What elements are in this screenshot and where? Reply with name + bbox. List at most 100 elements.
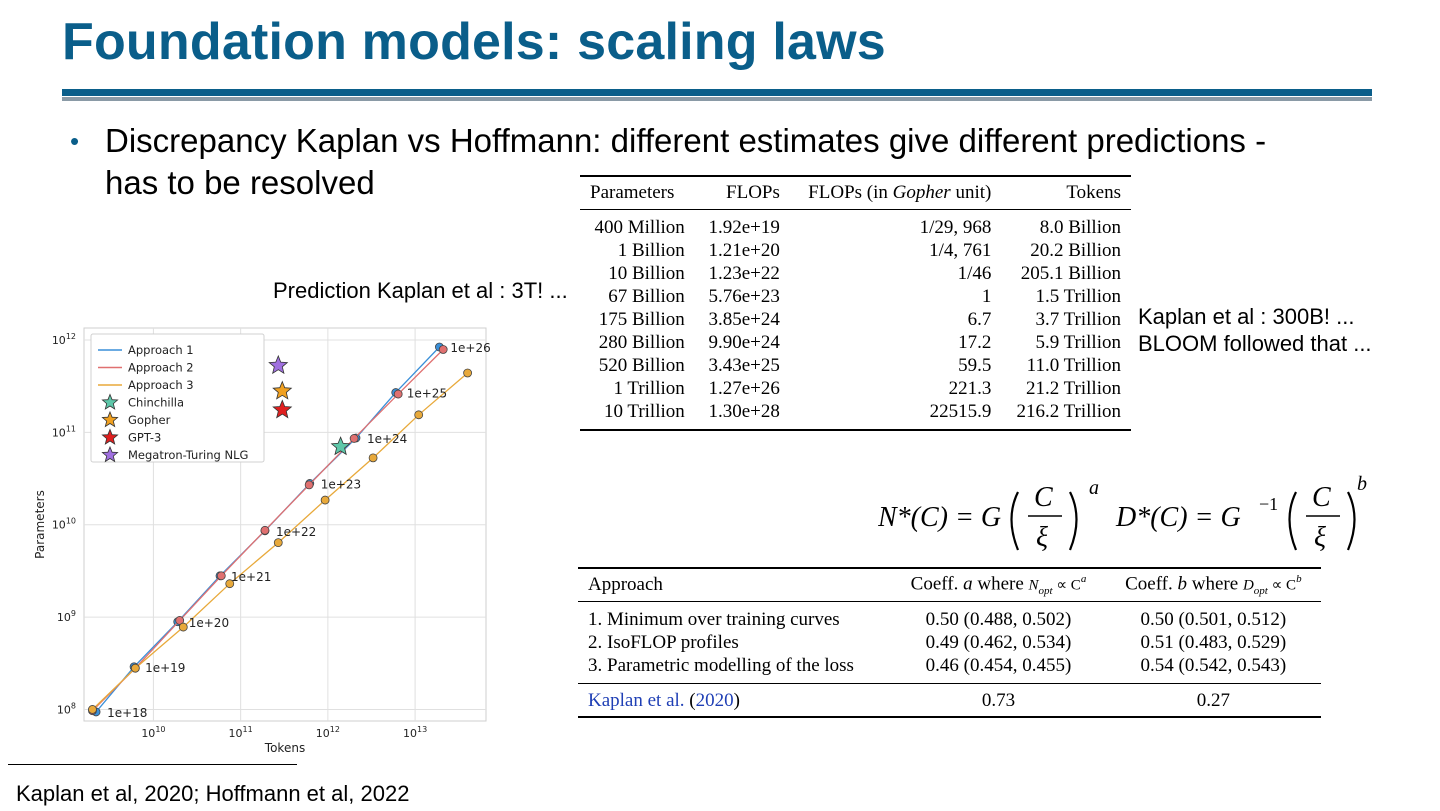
flop-label: 1e+20 <box>189 616 229 630</box>
tokens-cell: 1.5 Trillion <box>1035 286 1121 307</box>
parameters-cell: 280 Billion <box>598 332 685 353</box>
parameters-cell: 1 Trillion <box>613 378 685 399</box>
formula-num-1: C <box>1034 482 1053 513</box>
header-prop-a: ∝ C <box>1052 577 1081 594</box>
header-coeff-b: Coeff. b where Dopt ∝ Cb <box>1105 568 1321 602</box>
tokens-cell: 205.1 Billion <box>1020 263 1121 284</box>
flops-cell: 1.30e+28 <box>708 401 780 422</box>
y-tick-label: 109 <box>57 609 76 624</box>
table-row: 10 Billion 1.23e+22 1/46 205.1 Billion <box>580 262 1131 285</box>
flops-gopher-cell: 17.2 <box>958 332 992 353</box>
parameters-cell: 1 Billion <box>617 240 685 261</box>
flops-gopher-cell: 221.3 <box>948 378 992 399</box>
formula-exp-b: b <box>1357 473 1367 495</box>
flops-cell: 1.92e+19 <box>708 217 780 238</box>
series-point-3 <box>414 410 424 420</box>
header-nopt-sub: opt <box>1038 585 1053 598</box>
y-tick-label: 1010 <box>52 517 76 532</box>
header-flops-gopher-suffix: unit) <box>950 182 992 203</box>
table-row: 280 Billion 9.90e+24 17.2 5.9 Trillion <box>580 331 1131 354</box>
series-point-3 <box>273 538 283 548</box>
legend-star-marker <box>101 428 119 445</box>
table-row: 520 Billion 3.43e+25 59.5 11.0 Trillion <box>580 354 1131 377</box>
kaplan-row: Kaplan et al. (2020) 0.73 0.27 <box>578 683 1321 717</box>
formula-exp-a: a <box>1089 477 1099 499</box>
kaplan-note-line-2: BLOOM followed that ... <box>1138 331 1372 356</box>
scaling-chart: 1010 1011 1012 1013 108 109 1010 1011 1012 Tokens… <box>33 327 491 755</box>
coeff-b-cell: 0.54 (0.542, 0.543) <box>1140 655 1287 676</box>
series-point-2 <box>260 525 270 535</box>
header-parameters: Parameters <box>580 176 695 210</box>
header-flops-gopher: FLOPs (in Gopher unit) <box>789 176 1002 210</box>
x-tick-label: 1010 <box>141 725 165 740</box>
footnote: Kaplan et al, 2020; Hoffmann et al, 2022 <box>16 781 410 806</box>
tokens-cell: 5.9 Trillion <box>1035 332 1121 353</box>
header-prop-b: ∝ C <box>1267 577 1297 594</box>
parameters-cell: 10 Trillion <box>603 401 685 422</box>
formula-d-lhs: D*(C) = G <box>1115 502 1241 533</box>
kaplan-paren-close: ) <box>733 689 740 711</box>
header-where-b: where <box>1187 573 1243 595</box>
compute-table-header: Parameters FLOPs FLOPs (in Gopher unit) … <box>580 176 1131 210</box>
formula-paren-right-2 <box>1346 491 1356 551</box>
title-rule <box>62 89 1372 96</box>
legend-star-marker <box>101 445 119 463</box>
kaplan-coeff-b: 0.27 <box>1105 683 1321 717</box>
parameters-cell: 400 Million <box>594 217 685 238</box>
bullet-text: Discrepancy Kaplan vs Hoffmann: differen… <box>105 120 1395 204</box>
series-point-2 <box>216 571 226 581</box>
flops-gopher-cell: 1/4, 761 <box>929 240 992 261</box>
series-point-2 <box>175 616 185 625</box>
table-row: 1 Billion 1.21e+20 1/4, 761 20.2 Billion <box>580 239 1131 262</box>
flops-cell: 5.76e+23 <box>708 286 780 307</box>
formula-num-2: C <box>1312 482 1331 513</box>
x-axis-label: Tokens <box>264 741 305 755</box>
bullet-dot-icon: • <box>70 126 80 156</box>
flop-label: 1e+19 <box>145 661 185 675</box>
kaplan-note-line-1: Kaplan et al : 300B! ... <box>1138 304 1355 329</box>
header-a-symbol: a <box>963 573 973 595</box>
chart-legend: Approach 1 Approach 2 Approach 3 Chinchilla… <box>90 333 265 463</box>
series-point-2 <box>438 345 448 354</box>
table-row: 175 Billion 3.85e+24 6.7 3.7 Trillion <box>580 308 1131 331</box>
coeff-a-cell: 0.50 (0.488, 0.502) <box>925 609 1072 630</box>
legend-entry-label: Approach 2 <box>128 361 194 375</box>
legend-entry-label: Megatron-Turing NLG <box>128 448 248 462</box>
table-row: 400 Million 1.92e+19 1/29, 968 8.0 Billion <box>580 210 1131 240</box>
header-where-a: where <box>972 573 1029 595</box>
y-tick-label: 1011 <box>52 424 76 439</box>
approach-cell: 3. Parametric modelling of the loss <box>588 655 854 676</box>
kaplan-year-link[interactable]: 2020 <box>695 689 734 711</box>
header-dopt: D <box>1242 577 1254 594</box>
table-row: 3. Parametric modelling of the loss 0.46… <box>578 654 1321 684</box>
header-gopher-italic: Gopher <box>892 182 951 203</box>
compute-table: Parameters FLOPs FLOPs (in Gopher unit) … <box>580 175 1131 431</box>
approach-cell: 1. Minimum over training curves <box>588 609 840 630</box>
formula-den-1: ξ <box>1036 522 1048 553</box>
header-approach: Approach <box>578 568 892 602</box>
header-coeff-a: Coeff. a where Nopt ∝ Ca <box>891 568 1106 602</box>
series-point-2 <box>393 389 403 399</box>
footnote-rule <box>8 764 297 765</box>
legend-entry-label: Chinchilla <box>128 396 184 410</box>
table-row: 1. Minimum over training curves 0.50 (0.… <box>578 602 1321 632</box>
series-point-3 <box>320 495 330 505</box>
kaplan-citation: Kaplan et al. (2020) <box>578 683 892 717</box>
flops-gopher-cell: 1/29, 968 <box>919 217 992 238</box>
legend-entry-label: Approach 3 <box>128 378 194 392</box>
kaplan-paren-open: ( <box>684 689 696 711</box>
series-point-3 <box>88 705 97 714</box>
legend-star-marker <box>101 410 119 428</box>
table-row: 2. IsoFLOP profiles 0.49 (0.462, 0.534) … <box>578 631 1321 654</box>
flops-gopher-cell: 22515.9 <box>929 401 992 422</box>
flop-label: 1e+26 <box>450 341 490 355</box>
prediction-note: Prediction Kaplan et al : 3T! ... <box>273 278 568 303</box>
header-nopt: N <box>1028 577 1039 594</box>
flop-label: 1e+24 <box>367 432 407 446</box>
legend-entry-label: Approach 1 <box>128 343 194 357</box>
approach-cell: 2. IsoFLOP profiles <box>588 632 739 653</box>
flops-cell: 9.90e+24 <box>708 332 780 353</box>
kaplan-link[interactable]: Kaplan et al. <box>588 689 685 711</box>
x-tick-label: 1013 <box>403 725 427 740</box>
flops-cell: 1.23e+22 <box>708 263 780 284</box>
